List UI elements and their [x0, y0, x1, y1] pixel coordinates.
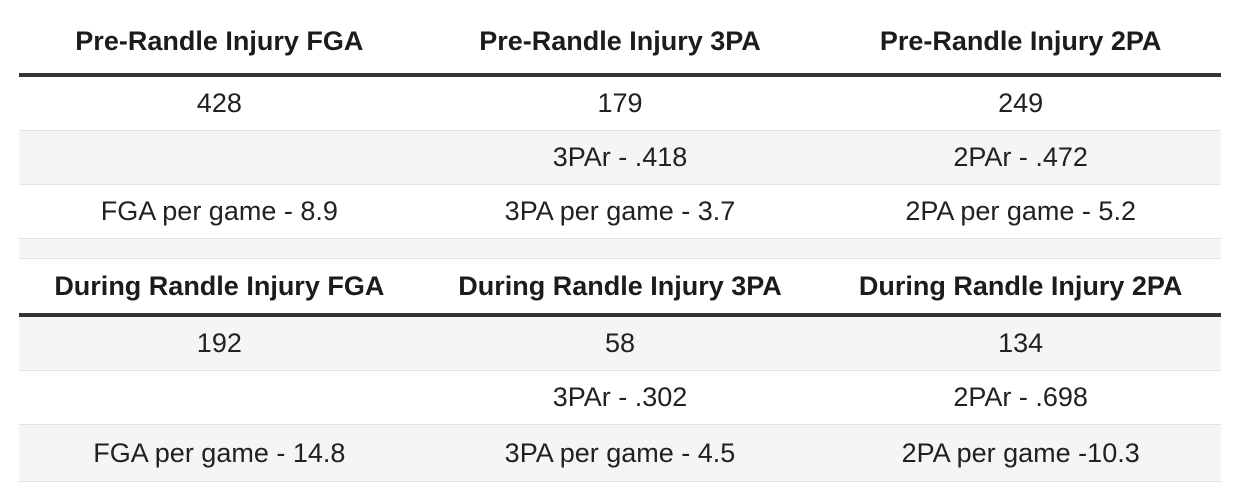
section-spacer-row	[19, 238, 1221, 259]
during-injury-3pa-per-game-cell: 3PA per game - 4.5	[504, 437, 736, 468]
pre-injury-empty-cell	[19, 131, 420, 184]
during-injury-2pa-total-cell: 134	[998, 328, 1044, 358]
during-injury-fga-total-cell: 192	[196, 328, 242, 358]
during-injury-fga-header: During Randle Injury FGA	[54, 270, 385, 301]
pre-injury-2pa-total-cell: 249	[998, 88, 1044, 118]
pre-injury-3par-cell: 3PAr - .418	[552, 142, 688, 172]
pre-injury-fga-total-cell: 428	[196, 88, 242, 118]
pre-injury-header-row: Pre-Randle Injury FGA Pre-Randle Injury …	[19, 10, 1221, 77]
during-injury-2pa-per-game-cell: 2PA per game -10.3	[901, 437, 1140, 468]
pre-injury-rate-row: 3PAr - .418 2PAr - .472	[19, 130, 1221, 184]
pre-injury-3pa-total-cell: 179	[597, 88, 643, 118]
during-injury-header-row: During Randle Injury FGA During Randle I…	[19, 259, 1221, 317]
pre-injury-2pa-per-game-cell: 2PA per game - 5.2	[905, 196, 1136, 226]
pre-injury-per-game-row: FGA per game - 8.9 3PA per game - 3.7 2P…	[19, 184, 1221, 238]
during-injury-rate-row: 3PAr - .302 2PAr - .698	[19, 370, 1221, 424]
during-injury-totals-row: 192 58 134	[19, 317, 1221, 370]
during-injury-empty-cell	[19, 371, 420, 424]
pre-injury-2pa-header: Pre-Randle Injury 2PA	[879, 26, 1162, 56]
during-injury-3pa-header: During Randle Injury 3PA	[458, 270, 782, 301]
pre-injury-2par-cell: 2PAr - .472	[953, 142, 1088, 172]
during-injury-fga-per-game-cell: FGA per game - 14.8	[93, 437, 346, 468]
during-injury-2par-cell: 2PAr - .698	[953, 382, 1088, 412]
pre-injury-fga-header: Pre-Randle Injury FGA	[75, 26, 364, 56]
pre-injury-fga-per-game-cell: FGA per game - 8.9	[100, 196, 338, 226]
pre-injury-3pa-per-game-cell: 3PA per game - 3.7	[504, 196, 736, 226]
during-injury-3par-cell: 3PAr - .302	[552, 382, 688, 412]
pre-injury-totals-row: 428 179 249	[19, 77, 1221, 130]
pre-injury-3pa-header: Pre-Randle Injury 3PA	[479, 26, 761, 56]
during-injury-3pa-total-cell: 58	[604, 328, 636, 358]
during-injury-2pa-header: During Randle Injury 2PA	[858, 270, 1183, 301]
shooting-stats-table: Pre-Randle Injury FGA Pre-Randle Injury …	[19, 10, 1221, 482]
during-injury-per-game-row: FGA per game - 14.8 3PA per game - 4.5 2…	[19, 424, 1221, 482]
